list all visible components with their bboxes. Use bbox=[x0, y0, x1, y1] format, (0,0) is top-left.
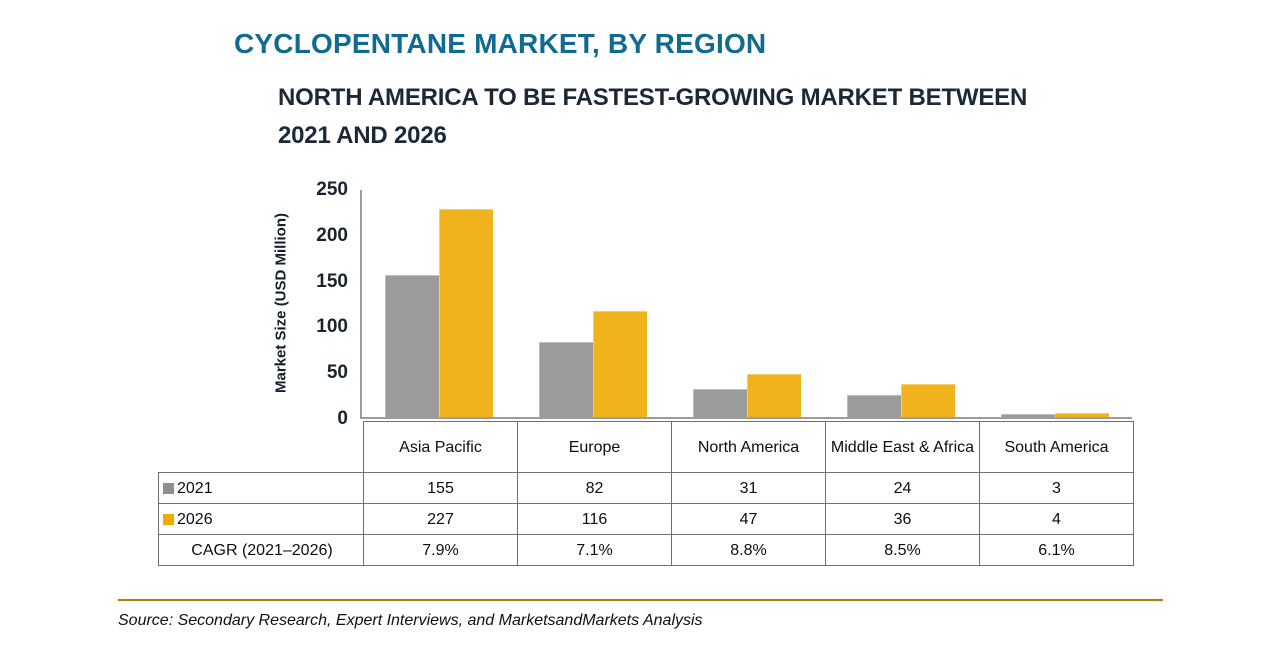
bar-2021-north-america bbox=[693, 389, 747, 417]
chart-subtitle-line-1: NORTH AMERICA TO BE FASTEST-GROWING MARK… bbox=[278, 84, 1028, 111]
legend-label-2021: 2021 bbox=[177, 479, 213, 497]
bar-group-middle-east-africa bbox=[824, 190, 978, 417]
legend-swatch-2026 bbox=[163, 513, 174, 525]
table-value-2021-asia-pacific: 155 bbox=[363, 472, 518, 504]
table-row-label-cagr: CAGR (2021–2026) bbox=[158, 534, 364, 566]
source-divider bbox=[118, 599, 1163, 601]
table-value-2026-middle-east-africa: 36 bbox=[825, 503, 980, 535]
bar-group-europe bbox=[516, 190, 670, 417]
table-value-cagr-north-america: 8.8% bbox=[671, 534, 826, 566]
table-value-2021-south-america: 3 bbox=[979, 472, 1134, 504]
y-tick-100: 100 bbox=[316, 316, 348, 337]
table-header-asia-pacific: Asia Pacific bbox=[363, 421, 518, 473]
bar-group-north-america bbox=[670, 190, 824, 417]
table-header-south-america: South America bbox=[979, 421, 1134, 473]
bar-2026-south-america bbox=[1055, 413, 1109, 417]
bar-2026-middle-east-africa bbox=[901, 384, 955, 417]
table-header-north-america: North America bbox=[671, 421, 826, 473]
y-tick-50: 50 bbox=[326, 362, 348, 383]
plot-area bbox=[360, 190, 1132, 419]
y-tick-150: 150 bbox=[316, 271, 348, 292]
bar-groups bbox=[362, 190, 1132, 417]
bar-2021-south-america bbox=[1001, 414, 1055, 417]
legend-swatch-2021 bbox=[163, 482, 174, 494]
bar-2021-europe bbox=[539, 342, 593, 417]
table-value-2021-europe: 82 bbox=[517, 472, 672, 504]
bar-group-asia-pacific bbox=[362, 190, 516, 417]
legend-label-2026: 2026 bbox=[177, 510, 213, 528]
table-row-label-2021: 2021 bbox=[158, 472, 364, 504]
table-value-2026-north-america: 47 bbox=[671, 503, 826, 535]
bar-2026-asia-pacific bbox=[439, 209, 493, 417]
table-value-2026-asia-pacific: 227 bbox=[363, 503, 518, 535]
bar-2021-asia-pacific bbox=[385, 275, 439, 417]
table-value-2026-south-america: 4 bbox=[979, 503, 1134, 535]
source-note: Source: Secondary Research, Expert Inter… bbox=[118, 612, 703, 629]
table-header-europe: Europe bbox=[517, 421, 672, 473]
table-value-cagr-south-america: 6.1% bbox=[979, 534, 1134, 566]
chart-title: CYCLOPENTANE MARKET, BY REGION bbox=[234, 28, 767, 59]
table-header-middle-east-africa: Middle East & Africa bbox=[825, 421, 980, 473]
y-tick-200: 200 bbox=[316, 225, 348, 246]
table-corner-blank bbox=[159, 422, 364, 473]
table-value-cagr-europe: 7.1% bbox=[517, 534, 672, 566]
table-value-cagr-middle-east-africa: 8.5% bbox=[825, 534, 980, 566]
data-table: Asia Pacific Europe North America Middle Ea… bbox=[158, 421, 1134, 566]
bar-2026-europe bbox=[593, 311, 647, 417]
table-value-2026-europe: 116 bbox=[517, 503, 672, 535]
table-value-2021-middle-east-africa: 24 bbox=[825, 472, 980, 504]
table-value-cagr-asia-pacific: 7.9% bbox=[363, 534, 518, 566]
y-tick-250: 250 bbox=[316, 179, 348, 200]
table-value-2021-north-america: 31 bbox=[671, 472, 826, 504]
chart-subtitle-line-2: 2021 AND 2026 bbox=[278, 122, 447, 149]
bar-group-south-america bbox=[978, 190, 1132, 417]
chart-subtitle: NORTH AMERICA TO BE FASTEST-GROWING MARK… bbox=[278, 79, 1027, 155]
y-axis-title: Market Size (USD Million) bbox=[272, 212, 290, 394]
bar-2021-middle-east-africa bbox=[847, 395, 901, 417]
bar-2026-north-america bbox=[747, 374, 801, 417]
y-tick-0: 0 bbox=[337, 408, 348, 429]
table-row-label-2026: 2026 bbox=[158, 503, 364, 535]
